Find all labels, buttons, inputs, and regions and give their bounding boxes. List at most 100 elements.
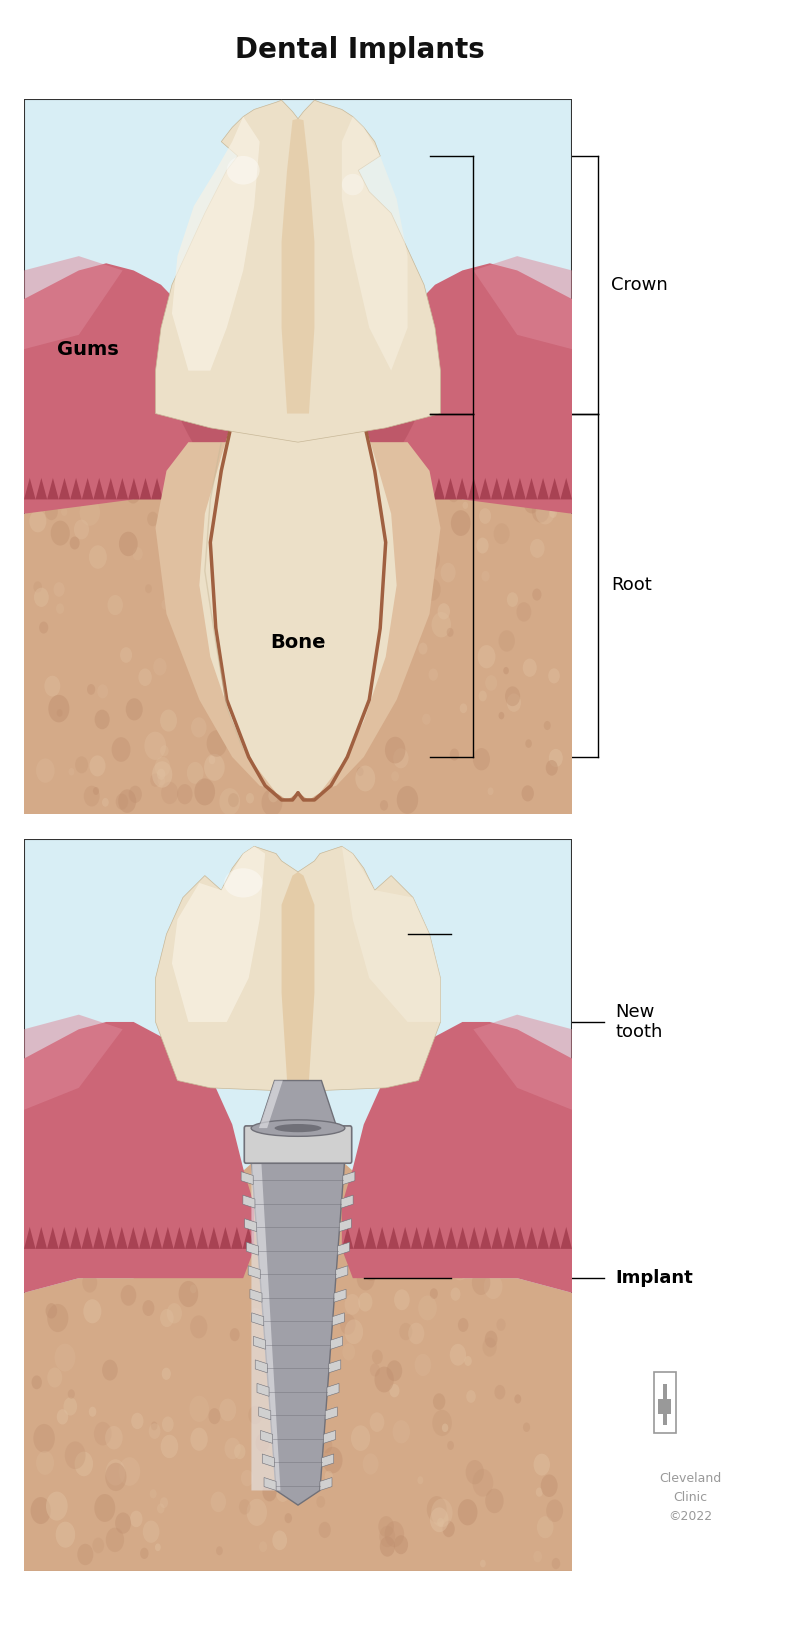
Circle shape (552, 1558, 560, 1569)
Circle shape (259, 482, 270, 497)
Circle shape (315, 1311, 325, 1324)
Circle shape (119, 531, 138, 556)
Circle shape (248, 1405, 262, 1425)
Circle shape (278, 1402, 293, 1420)
FancyBboxPatch shape (24, 99, 572, 814)
Circle shape (386, 1360, 402, 1382)
Circle shape (340, 1314, 356, 1334)
Polygon shape (35, 1227, 47, 1249)
Polygon shape (338, 1242, 350, 1255)
Polygon shape (172, 117, 260, 370)
Polygon shape (250, 1290, 262, 1303)
Circle shape (342, 1204, 351, 1216)
Circle shape (397, 658, 406, 670)
Polygon shape (251, 1161, 345, 1505)
Polygon shape (24, 479, 35, 500)
Circle shape (187, 762, 203, 783)
Circle shape (245, 607, 254, 620)
Circle shape (489, 1186, 494, 1194)
Circle shape (134, 457, 151, 479)
Polygon shape (155, 846, 441, 1092)
Polygon shape (422, 479, 433, 500)
Circle shape (377, 689, 390, 707)
Circle shape (394, 1535, 408, 1555)
Circle shape (27, 449, 43, 469)
Circle shape (541, 1474, 558, 1497)
Polygon shape (242, 1227, 254, 1249)
Circle shape (310, 666, 324, 683)
Circle shape (219, 1398, 236, 1421)
Polygon shape (140, 479, 151, 500)
Circle shape (216, 1546, 223, 1555)
Polygon shape (474, 1015, 572, 1110)
Polygon shape (332, 1313, 344, 1326)
Circle shape (234, 645, 254, 670)
Circle shape (54, 582, 65, 597)
Circle shape (112, 737, 130, 762)
Circle shape (494, 523, 510, 544)
Circle shape (130, 1510, 142, 1527)
Circle shape (431, 1224, 450, 1249)
Circle shape (160, 745, 169, 757)
Polygon shape (178, 357, 232, 492)
Circle shape (433, 1393, 446, 1410)
Polygon shape (82, 479, 94, 500)
Polygon shape (197, 1227, 208, 1249)
Circle shape (34, 581, 42, 592)
Circle shape (285, 1513, 292, 1523)
Circle shape (155, 1543, 161, 1551)
Circle shape (345, 1295, 360, 1314)
Circle shape (526, 739, 532, 748)
Text: Gums: Gums (57, 339, 118, 359)
Circle shape (90, 755, 106, 776)
Circle shape (262, 788, 282, 816)
Circle shape (494, 1385, 506, 1400)
Circle shape (397, 786, 418, 814)
Circle shape (47, 1367, 62, 1387)
Circle shape (255, 1433, 270, 1453)
Circle shape (485, 674, 497, 691)
Polygon shape (105, 479, 117, 500)
Circle shape (161, 781, 178, 804)
Polygon shape (327, 1383, 339, 1397)
Polygon shape (538, 479, 549, 500)
Polygon shape (24, 413, 572, 814)
Circle shape (189, 612, 200, 625)
Circle shape (230, 1328, 240, 1341)
Circle shape (39, 622, 48, 633)
Circle shape (51, 449, 65, 467)
Polygon shape (364, 263, 572, 814)
Circle shape (64, 1237, 75, 1253)
Circle shape (360, 699, 367, 707)
Ellipse shape (224, 869, 262, 898)
Circle shape (522, 658, 537, 676)
Circle shape (298, 1469, 305, 1477)
Polygon shape (221, 479, 232, 500)
Circle shape (473, 748, 490, 770)
Circle shape (422, 548, 440, 571)
Circle shape (281, 1410, 289, 1420)
Circle shape (220, 711, 238, 734)
Circle shape (151, 1421, 158, 1431)
Circle shape (370, 1364, 380, 1377)
Circle shape (466, 1390, 476, 1403)
Circle shape (190, 1428, 208, 1451)
Circle shape (498, 630, 515, 651)
Polygon shape (24, 1022, 254, 1571)
Polygon shape (399, 1227, 411, 1249)
Polygon shape (491, 479, 502, 500)
Circle shape (34, 587, 49, 607)
Circle shape (116, 793, 128, 809)
Polygon shape (82, 1227, 93, 1249)
Polygon shape (246, 1242, 258, 1255)
Circle shape (298, 1364, 314, 1385)
Circle shape (44, 676, 60, 696)
Circle shape (240, 1214, 258, 1239)
Polygon shape (208, 1227, 220, 1249)
Circle shape (472, 1270, 490, 1295)
Circle shape (403, 484, 417, 502)
Circle shape (532, 1252, 543, 1265)
Circle shape (162, 1367, 171, 1380)
Polygon shape (387, 479, 398, 500)
Circle shape (89, 1406, 96, 1416)
